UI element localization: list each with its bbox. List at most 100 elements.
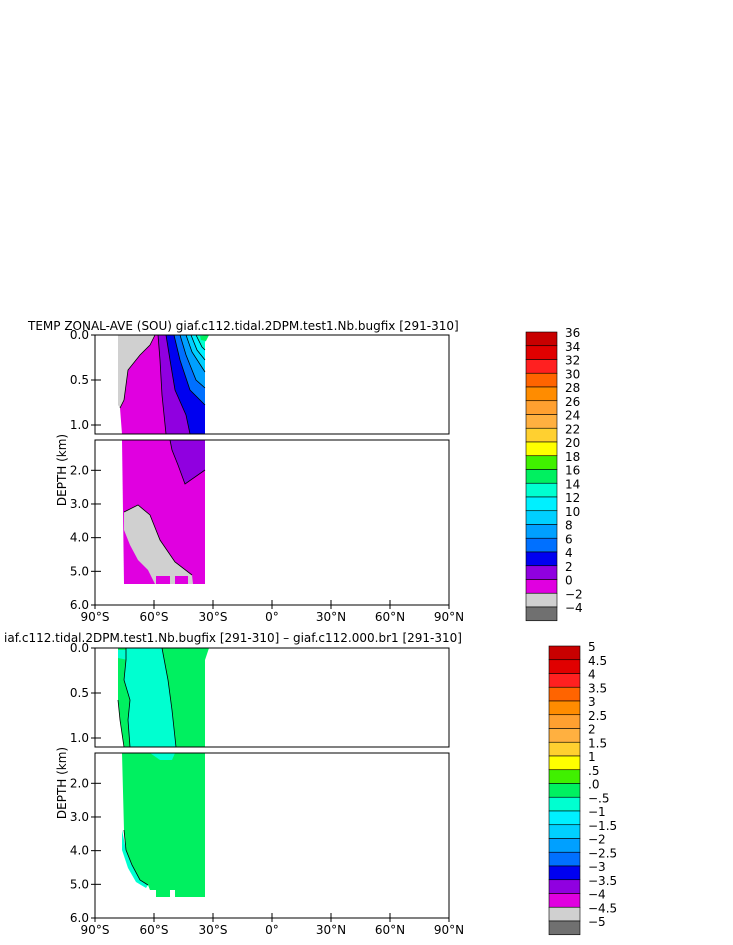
y-tick-label: 5.0 bbox=[70, 877, 89, 891]
grey-region bbox=[118, 335, 155, 408]
colorbar-label: 22 bbox=[565, 422, 580, 436]
y-tick-label: 3.0 bbox=[70, 810, 89, 824]
colorbar-label: −1 bbox=[588, 805, 606, 819]
x-tick-label: 60°N bbox=[375, 610, 405, 624]
colorbar-swatch bbox=[548, 851, 581, 867]
colorbar-swatch bbox=[525, 455, 558, 470]
panel-2: iaf.c112.tidal.2DPM.test1.Nb.bugfix [291… bbox=[4, 631, 617, 937]
panel-1-upper-frame bbox=[94, 334, 450, 435]
x-tick-label: 0° bbox=[265, 923, 279, 937]
y-tick-label: 0.0 bbox=[70, 641, 89, 655]
colorbar-swatch bbox=[525, 331, 558, 347]
colorbar-label: 4 bbox=[565, 546, 573, 560]
panel-2-lower-fill bbox=[122, 753, 205, 897]
x-tick-label: 30°N bbox=[316, 610, 346, 624]
colorbar-swatch bbox=[525, 414, 558, 429]
colorbar-label: 2 bbox=[565, 560, 573, 574]
colorbar-label: −2 bbox=[565, 587, 583, 601]
y-tick-label: 1.0 bbox=[70, 418, 89, 432]
panel-2-ylabel: DEPTH (km) bbox=[55, 747, 69, 819]
colorbar-swatch bbox=[525, 537, 558, 553]
colorbar-swatch bbox=[525, 606, 558, 622]
colorbar-swatch bbox=[525, 592, 558, 608]
green-lower bbox=[122, 753, 205, 897]
colorbar-swatch bbox=[548, 741, 581, 757]
colorbar-swatch bbox=[525, 510, 558, 525]
colorbar-swatch bbox=[548, 893, 581, 908]
y-tick-label: 6.0 bbox=[70, 911, 89, 925]
cyan-upper bbox=[124, 648, 176, 747]
colorbar-swatch bbox=[525, 427, 558, 443]
panel-2-upper-fill bbox=[117, 647, 209, 748]
colorbar-label: .0 bbox=[588, 778, 599, 792]
x-tick-label: 30°N bbox=[316, 923, 346, 937]
panel-1-axes: 90°S 60°S 30°S 0° 30°N 60°N 90°N 0.0 0.5 1.0 2.0 3.… bbox=[70, 328, 464, 624]
colorbar-swatch bbox=[525, 372, 558, 388]
colorbar-swatch bbox=[525, 496, 558, 512]
green-spot bbox=[200, 335, 209, 341]
y-tick-label: 4.0 bbox=[70, 844, 89, 858]
panel-2-upper-frame bbox=[94, 647, 450, 748]
y-tick-label: 0.5 bbox=[70, 373, 89, 387]
panel-2-colorbar: 54.543.532.521.51.5.0−.5−1−1.5−2−2.5−3−3… bbox=[548, 640, 617, 936]
colorbar-label: .5 bbox=[588, 764, 599, 778]
colorbar-swatch bbox=[525, 441, 558, 457]
colorbar-swatch bbox=[548, 796, 581, 812]
colorbar-label: 18 bbox=[565, 450, 580, 464]
colorbar-label: 4 bbox=[588, 668, 596, 682]
colorbar-label: 14 bbox=[565, 477, 580, 491]
colorbar-swatch bbox=[525, 482, 558, 498]
colorbar-label: 3.5 bbox=[588, 681, 607, 695]
colorbar-label: 6 bbox=[565, 532, 573, 546]
y-tick-label: 3.0 bbox=[70, 497, 89, 511]
colorbar-label: −.5 bbox=[588, 791, 610, 805]
x-tick-label: 90°N bbox=[434, 923, 464, 937]
x-tick-label: 30°S bbox=[199, 610, 228, 624]
x-tick-label: 90°S bbox=[81, 610, 110, 624]
colorbar-label: 26 bbox=[565, 395, 580, 409]
x-tick-label: 60°S bbox=[140, 923, 169, 937]
colorbar-swatch bbox=[548, 645, 581, 661]
cyan-lower-top bbox=[150, 753, 175, 760]
y-tick-label: 2.0 bbox=[70, 776, 89, 790]
colorbar-swatch bbox=[525, 400, 558, 415]
colorbar-swatch bbox=[525, 359, 558, 374]
colorbar-label: 0 bbox=[565, 574, 573, 588]
colorbar-swatch bbox=[548, 700, 581, 716]
colorbar-label: −1.5 bbox=[588, 819, 617, 833]
colorbar-swatch bbox=[548, 755, 581, 771]
x-tick-label: 0° bbox=[265, 610, 279, 624]
colorbar-label: 34 bbox=[565, 340, 580, 354]
colorbar-label: −3 bbox=[588, 860, 606, 874]
colorbar-label: −3.5 bbox=[588, 874, 617, 888]
x-tick-label: 60°S bbox=[140, 610, 169, 624]
y-tick-label: 6.0 bbox=[70, 598, 89, 612]
colorbar-label: 36 bbox=[565, 326, 580, 340]
x-tick-label: 90°S bbox=[81, 923, 110, 937]
colorbar-swatch bbox=[548, 659, 581, 674]
colorbar-label: 24 bbox=[565, 409, 580, 423]
x-tick-label: 90°N bbox=[434, 610, 464, 624]
magenta-region bbox=[120, 335, 166, 434]
blue3-region bbox=[180, 335, 205, 388]
cyan2-region bbox=[191, 335, 205, 360]
colorbar-swatch bbox=[525, 524, 558, 539]
colorbar-label: 2 bbox=[588, 723, 596, 737]
cyan-lower-edge bbox=[122, 830, 148, 888]
colorbar-label: −4.5 bbox=[588, 901, 617, 915]
panel-1-lower-fill bbox=[122, 439, 206, 584]
panel-2-axes: 90°S 60°S 30°S 0° 30°N 60°N 90°N 0.0 0.5 1.0 2.0 3.… bbox=[70, 641, 464, 937]
y-tick-label: 2.0 bbox=[70, 463, 89, 477]
panel-2-title: iaf.c112.tidal.2DPM.test1.Nb.bugfix [291… bbox=[4, 631, 462, 645]
colorbar-swatch bbox=[548, 920, 581, 936]
colorbar-label: −2 bbox=[588, 833, 606, 847]
colorbar-label: 20 bbox=[565, 436, 580, 450]
panel-1-upper-fill bbox=[118, 334, 209, 435]
y-tick-label: 1.0 bbox=[70, 731, 89, 745]
colorbar-label: −2.5 bbox=[588, 846, 617, 860]
blue2-region bbox=[174, 335, 205, 405]
colorbar-label: −4 bbox=[588, 888, 606, 902]
colorbar-label: 32 bbox=[565, 354, 580, 368]
